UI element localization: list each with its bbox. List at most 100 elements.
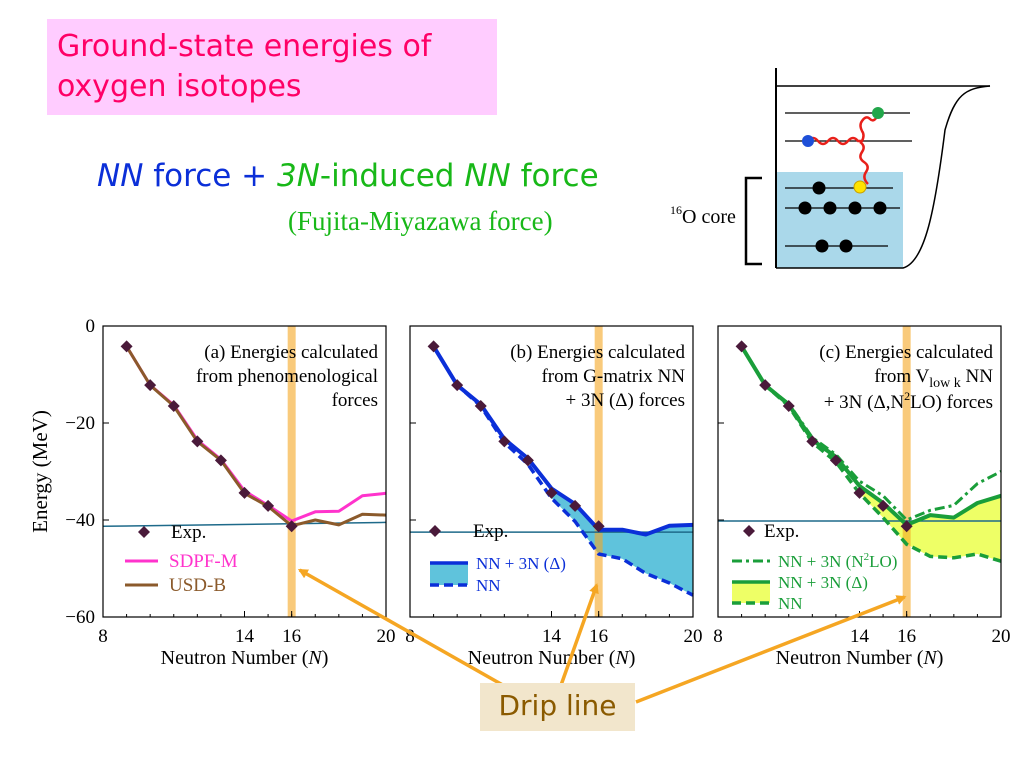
exp-data-point: [238, 486, 251, 499]
x-tick-label: 16: [589, 626, 608, 647]
exp-data-point: [759, 379, 772, 392]
panel-a: 8 14 16 20 Neutron Number (N) (a) Energies ca…: [98, 325, 396, 669]
exp-reference-line: [102, 521, 387, 528]
exp-data-point: [806, 435, 819, 448]
exp-data-point: [877, 499, 890, 512]
legend-label: Exp.: [171, 522, 206, 543]
panel-c: 8 14 16 20 Neutron Number (N) (c) Energies ca…: [713, 325, 1011, 669]
legend-label: NN: [476, 576, 501, 595]
series-line: [432, 345, 694, 597]
legend-label: NN + 3N (Δ): [778, 573, 868, 592]
x-axis-label: Neutron Number (N): [161, 647, 329, 669]
shell-diagram: 16O core: [670, 68, 991, 269]
exp-data-point: [120, 340, 133, 353]
exp-data-point: [498, 435, 511, 448]
core-shading: [776, 172, 903, 268]
subtitle-force: force: [510, 158, 599, 194]
x-tick-label: 20: [684, 626, 703, 647]
exp-data-point: [545, 486, 558, 499]
fujita-miyazawa-label: (Fujita-Miyazawa force): [288, 206, 553, 236]
panel-annotation: forces: [332, 390, 378, 411]
series-line: [125, 345, 387, 528]
drip-line-box: Drip line: [480, 683, 635, 731]
core-nucleon: [848, 201, 862, 215]
legend-label: Exp.: [473, 521, 508, 542]
exp-data-point: [451, 379, 464, 392]
core-nucleon: [812, 181, 826, 195]
subtitle-force-plus: force +: [143, 158, 277, 194]
exp-data-point: [474, 400, 487, 413]
legend-marker: [743, 525, 755, 537]
legend: Exp. NN + 3N (Δ) NN: [429, 521, 566, 595]
exp-data-point: [191, 435, 204, 448]
legend-label: USD-B: [169, 575, 226, 596]
x-tick-label: 8: [98, 626, 108, 647]
x-tick-label: 14: [850, 626, 870, 647]
core-nucleon: [823, 201, 837, 215]
drip-arrow: [297, 568, 509, 690]
drip-arrows: [297, 568, 907, 704]
exp-data-point: [521, 454, 534, 467]
potential-curve: [776, 85, 991, 269]
core-nucleon: [815, 239, 829, 253]
exp-data-point: [829, 454, 842, 467]
legend-marker: [138, 526, 150, 538]
exp-data-point: [285, 520, 298, 533]
subtitle-3n: 3N: [277, 158, 320, 194]
drip-line-band: [594, 326, 603, 617]
legend-label: NN + 3N (Δ): [476, 554, 566, 573]
subtitle-nn-1: NN: [97, 158, 144, 194]
panel-annotation: (b) Energies calculated: [510, 342, 685, 363]
subtitle-nn-2: NN: [464, 158, 511, 194]
exp-data-point: [214, 454, 227, 467]
x-tick-label: 20: [992, 626, 1011, 647]
exp-data-point: [144, 379, 157, 392]
panel-annotation: from Vlow k NN: [874, 366, 993, 391]
drip-arrow: [558, 583, 599, 689]
series-line: [740, 345, 1002, 563]
core-nucleon: [873, 201, 887, 215]
drip-arrow: [635, 595, 907, 704]
legend-swatch: [430, 563, 468, 585]
x-tick-label: 16: [282, 626, 301, 647]
chart-panels: 8 14 16 20 Neutron Number (N) (a) Energies ca…: [28, 316, 1011, 669]
legend-label: Exp.: [764, 521, 799, 542]
exp-data-point: [782, 400, 795, 413]
subtitle: NN force + 3N-induced NN force: [97, 158, 599, 194]
exp-data-point: [427, 340, 440, 353]
y-tick-label: −60: [65, 607, 95, 628]
pion-exchange-2: [859, 140, 869, 185]
panel-annotation: from G-matrix NN: [541, 366, 685, 387]
delta-nucleon: [853, 180, 867, 194]
legend: Exp. NN + 3N (N2LO) NN + 3N (Δ) NN: [732, 521, 897, 613]
exp-data-point: [262, 499, 275, 512]
legend-label: SDPF-M: [169, 551, 238, 572]
y-axis-label: Energy (MeV): [28, 410, 52, 533]
y-tick-label: −20: [65, 413, 95, 434]
pion-exchange-1: [807, 114, 880, 146]
slide-title: Ground-state energies of oxygen isotopes: [57, 29, 432, 104]
exp-data-point: [592, 520, 605, 533]
x-tick-label: 20: [377, 626, 396, 647]
x-tick-label: 16: [897, 626, 916, 647]
slide-title-box: Ground-state energies of oxygen isotopes: [47, 19, 497, 115]
legend-label: NN + 3N (N2LO): [778, 551, 897, 571]
core-nucleon: [839, 239, 853, 253]
panel-annotation: (a) Energies calculated: [204, 342, 378, 363]
legend: Exp. SDPF-M USD-B: [125, 522, 238, 596]
panel-annotation: (c) Energies calculated: [819, 342, 993, 363]
panel-annotation: + 3N (Δ) forces: [566, 390, 685, 411]
drip-line-band: [287, 326, 296, 617]
panel-b: 8 14 16 20 Neutron Number (N) (b) Energies ca…: [405, 325, 703, 669]
exp-data-point: [735, 340, 748, 353]
legend-marker: [429, 525, 441, 537]
core-nucleon: [798, 201, 812, 215]
y-tick-label: −40: [65, 510, 95, 531]
panel-annotation: + 3N (Δ,N2LO) forces: [824, 389, 993, 413]
x-tick-label: 8: [713, 626, 723, 647]
core-label: 16O core: [670, 203, 736, 228]
green-nucleon: [872, 107, 884, 119]
legend-label: NN: [778, 594, 803, 613]
x-axis-label: Neutron Number (N): [776, 647, 944, 669]
